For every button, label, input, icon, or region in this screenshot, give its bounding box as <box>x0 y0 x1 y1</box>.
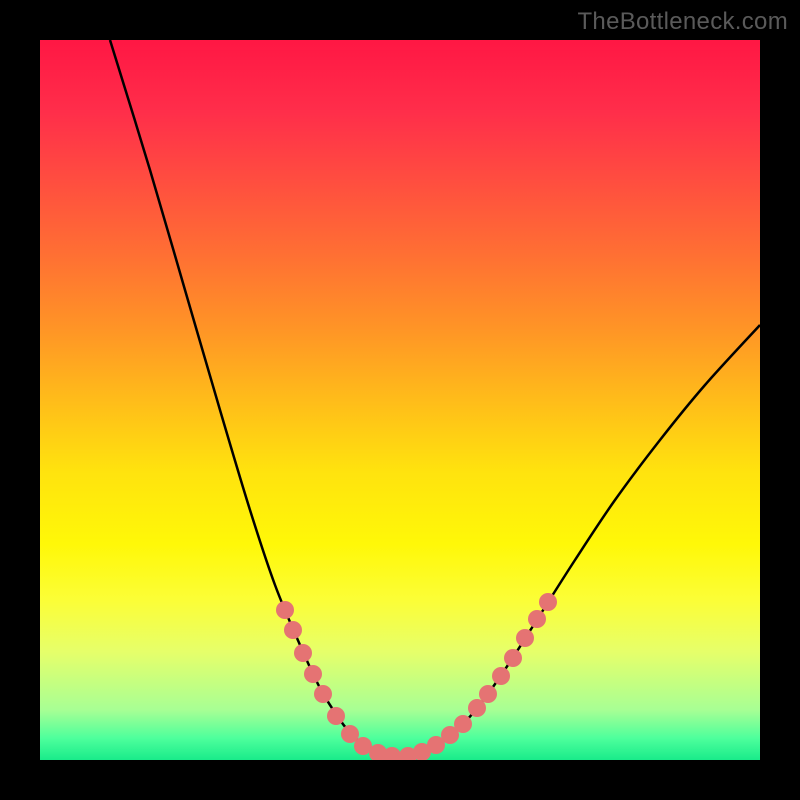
marker-dot <box>504 649 522 667</box>
watermark: TheBottleneck.com <box>577 8 788 36</box>
marker-dot <box>276 601 294 619</box>
marker-dot <box>327 707 345 725</box>
marker-dot <box>454 715 472 733</box>
bottleneck-chart <box>40 40 760 760</box>
marker-dot <box>314 685 332 703</box>
marker-dot <box>539 593 557 611</box>
marker-dot <box>479 685 497 703</box>
marker-dot <box>468 699 486 717</box>
marker-dot <box>304 665 322 683</box>
marker-dot <box>492 667 510 685</box>
marker-dot <box>516 629 534 647</box>
chart-background <box>40 40 760 760</box>
marker-dot <box>294 644 312 662</box>
marker-dot <box>284 621 302 639</box>
marker-dot <box>528 610 546 628</box>
